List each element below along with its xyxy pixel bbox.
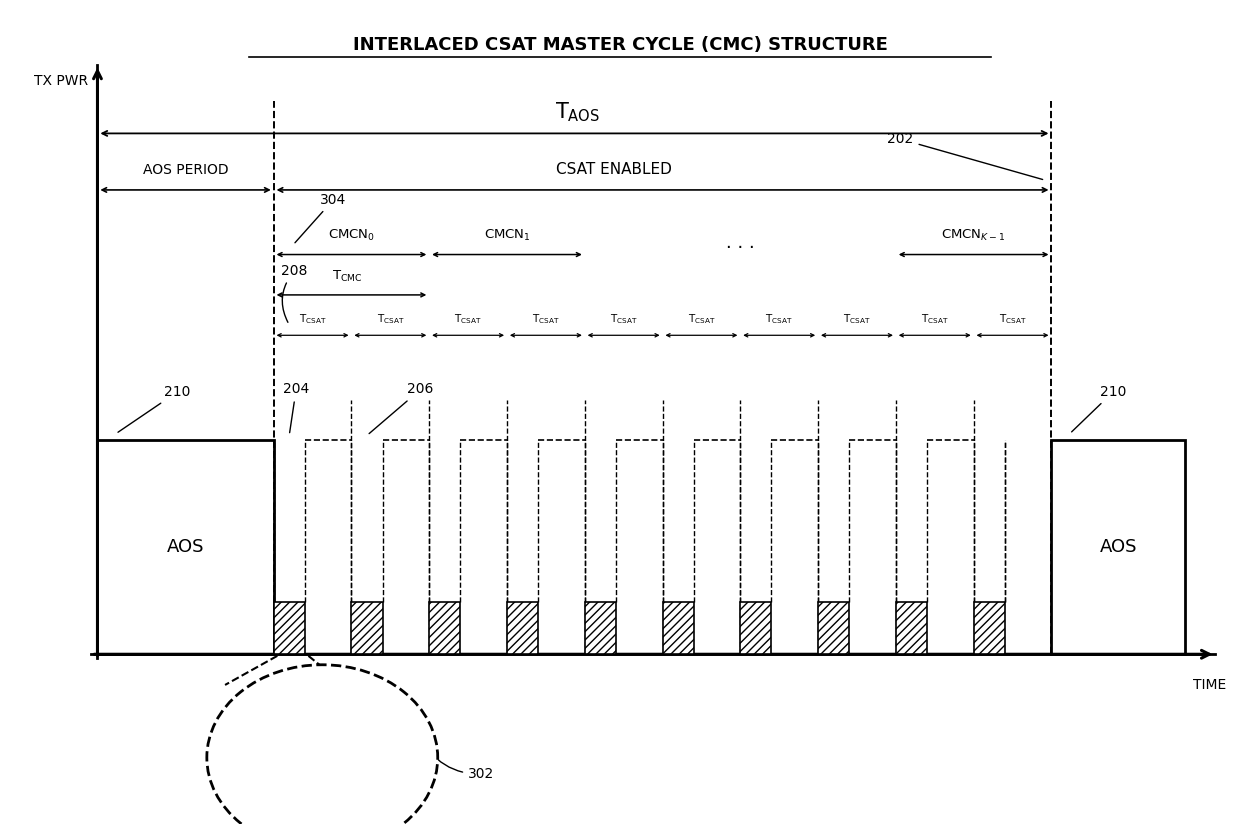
Text: 210: 210 (118, 385, 191, 433)
Text: $\mathrm{T}_{\mathrm{CSAT}}$: $\mathrm{T}_{\mathrm{CSAT}}$ (688, 312, 715, 326)
Bar (507, 602, 538, 654)
Text: . . .: . . . (725, 234, 755, 252)
Bar (507, 602, 538, 654)
Text: $\mathrm{T}_{\mathrm{AOS}}$: $\mathrm{T}_{\mathrm{AOS}}$ (556, 100, 600, 124)
Text: AOS: AOS (1100, 538, 1137, 556)
Bar (1052, 440, 1185, 654)
Bar (662, 602, 693, 654)
Text: TX PWR: TX PWR (35, 74, 88, 88)
Bar (274, 602, 305, 654)
Text: 202: 202 (888, 132, 1043, 180)
Text: TIME: TIME (1193, 678, 1226, 692)
Bar (98, 440, 274, 654)
Text: $\mathrm{T}_{\mathrm{CSAT}}$: $\mathrm{T}_{\mathrm{CSAT}}$ (532, 312, 559, 326)
Bar (818, 602, 849, 654)
Bar (429, 602, 460, 654)
Bar (973, 602, 1004, 654)
Text: $\mathrm{T}_{\mathrm{CSAT}}$: $\mathrm{T}_{\mathrm{CSAT}}$ (998, 312, 1027, 326)
Bar (740, 602, 771, 654)
Text: $\mathrm{CMCN}_0$: $\mathrm{CMCN}_0$ (327, 228, 374, 243)
Bar (351, 602, 383, 654)
Text: INTERLACED CSAT MASTER CYCLE (CMC) STRUCTURE: INTERLACED CSAT MASTER CYCLE (CMC) STRUC… (352, 35, 888, 54)
Bar (895, 602, 928, 654)
Text: AOS: AOS (167, 538, 205, 556)
Text: $\mathrm{T}_{\mathrm{CMC}}$: $\mathrm{T}_{\mathrm{CMC}}$ (332, 269, 363, 284)
Bar (585, 602, 616, 654)
Bar (351, 602, 383, 654)
Text: 206: 206 (370, 382, 434, 433)
Text: 304: 304 (295, 193, 347, 243)
Ellipse shape (207, 665, 438, 824)
Bar (895, 602, 928, 654)
Text: $\mathrm{T}_{\mathrm{CSAT}}$: $\mathrm{T}_{\mathrm{CSAT}}$ (377, 312, 404, 326)
Text: 208: 208 (281, 264, 308, 322)
Bar (274, 602, 305, 654)
Bar (818, 602, 849, 654)
Text: 210: 210 (1071, 385, 1126, 432)
Text: $\mathrm{CMCN}_{K-1}$: $\mathrm{CMCN}_{K-1}$ (941, 228, 1006, 243)
Text: $\mathrm{T}_{\mathrm{CSAT}}$: $\mathrm{T}_{\mathrm{CSAT}}$ (299, 312, 326, 326)
Text: $\mathrm{T}_{\mathrm{CSAT}}$: $\mathrm{T}_{\mathrm{CSAT}}$ (765, 312, 794, 326)
Bar (585, 602, 616, 654)
Bar (973, 602, 1004, 654)
Text: CSAT ENABLED: CSAT ENABLED (556, 162, 672, 177)
Text: AOS PERIOD: AOS PERIOD (143, 163, 228, 176)
Bar (740, 602, 771, 654)
Bar (662, 602, 693, 654)
Text: 302: 302 (430, 751, 495, 781)
Bar (429, 602, 460, 654)
Text: 204: 204 (283, 382, 309, 433)
Text: $\mathrm{T}_{\mathrm{CSAT}}$: $\mathrm{T}_{\mathrm{CSAT}}$ (454, 312, 482, 326)
Text: $\mathrm{CMCN}_1$: $\mathrm{CMCN}_1$ (484, 228, 531, 243)
Text: $\mathrm{T}_{\mathrm{CSAT}}$: $\mathrm{T}_{\mathrm{CSAT}}$ (921, 312, 949, 326)
Text: $\mathrm{T}_{\mathrm{CSAT}}$: $\mathrm{T}_{\mathrm{CSAT}}$ (610, 312, 637, 326)
Text: $\mathrm{T}_{\mathrm{CSAT}}$: $\mathrm{T}_{\mathrm{CSAT}}$ (843, 312, 870, 326)
